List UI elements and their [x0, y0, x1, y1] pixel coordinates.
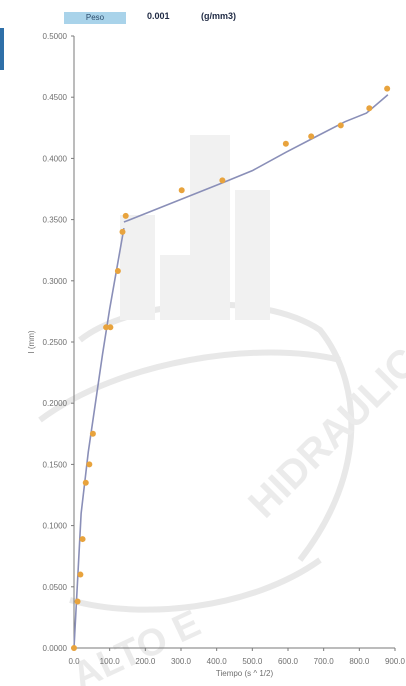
x-tick-label: 0.0 [68, 657, 80, 666]
weight-value: 0.001 [147, 11, 170, 21]
y-tick-label: 0.4500 [43, 93, 68, 102]
trend-line-1 [73, 228, 125, 649]
data-points [71, 85, 391, 651]
x-tick-label: 900.0 [385, 657, 406, 666]
data-point [103, 324, 110, 331]
data-point [178, 187, 185, 194]
data-point [119, 228, 126, 235]
data-point [282, 140, 289, 147]
data-point [77, 571, 84, 578]
x-tick-label: 700.0 [314, 657, 335, 666]
axes: 0.0000 0.0500 0.1000 0.1500 0.2000 0.2500 0.30… [43, 32, 406, 666]
chart-header: Peso 0.001 (g/mm3) [0, 0, 406, 28]
data-point [308, 133, 315, 140]
left-accent-bar [0, 28, 4, 70]
data-point [71, 645, 77, 651]
y-tick-label: 0.0500 [43, 583, 68, 592]
y-tick-label: 0.5000 [43, 32, 68, 41]
x-tick-label: 800.0 [349, 657, 370, 666]
data-point [219, 177, 226, 184]
x-tick-label: 600.0 [278, 657, 299, 666]
y-axis-label: I (mm) [27, 330, 36, 353]
y-tick-label: 0.2000 [43, 399, 68, 408]
x-tick-label: 100.0 [100, 657, 121, 666]
data-point [74, 598, 81, 605]
data-point [337, 122, 344, 129]
y-tick-label: 0.3500 [43, 216, 68, 225]
y-tick-label: 0.2500 [43, 338, 68, 347]
data-point [366, 105, 373, 112]
data-point [384, 85, 391, 92]
x-tick-label: 400.0 [207, 657, 228, 666]
x-tick-label: 500.0 [242, 657, 263, 666]
x-tick-label: 300.0 [171, 657, 192, 666]
y-tick-label: 0.1500 [43, 460, 68, 469]
weight-label: Peso [64, 12, 126, 24]
y-tick-label: 0.4000 [43, 154, 68, 163]
data-point [82, 479, 89, 486]
data-point [122, 212, 129, 219]
data-point [114, 268, 121, 275]
y-tick-label: 0.0000 [43, 644, 68, 653]
trend-lines [73, 94, 389, 649]
trend-line-2 [123, 94, 389, 223]
data-point [79, 536, 86, 543]
data-point [86, 461, 93, 468]
svg-text:ALTO E: ALTO E [66, 603, 207, 686]
data-point [107, 324, 114, 331]
weight-unit: (g/mm3) [201, 11, 237, 21]
x-tick-label: 200.0 [135, 657, 156, 666]
x-axis-label: Tiempo (s ^ 1/2) [216, 669, 274, 678]
y-tick-label: 0.3000 [43, 277, 68, 286]
data-point [89, 430, 96, 437]
y-tick-label: 0.1000 [43, 522, 68, 531]
